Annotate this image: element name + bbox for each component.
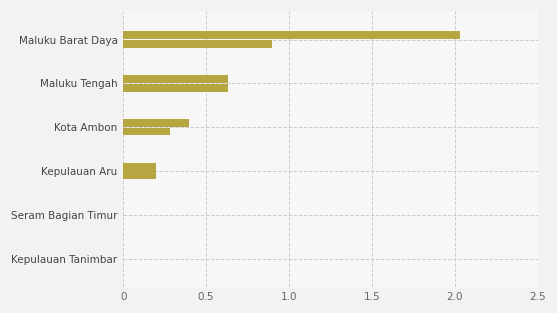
Bar bbox=[123, 172, 157, 179]
Bar bbox=[123, 31, 460, 39]
Bar bbox=[123, 119, 189, 127]
Bar bbox=[123, 163, 157, 171]
Bar bbox=[123, 75, 228, 83]
Bar bbox=[123, 84, 228, 92]
Bar bbox=[123, 128, 169, 136]
Bar bbox=[123, 40, 272, 48]
